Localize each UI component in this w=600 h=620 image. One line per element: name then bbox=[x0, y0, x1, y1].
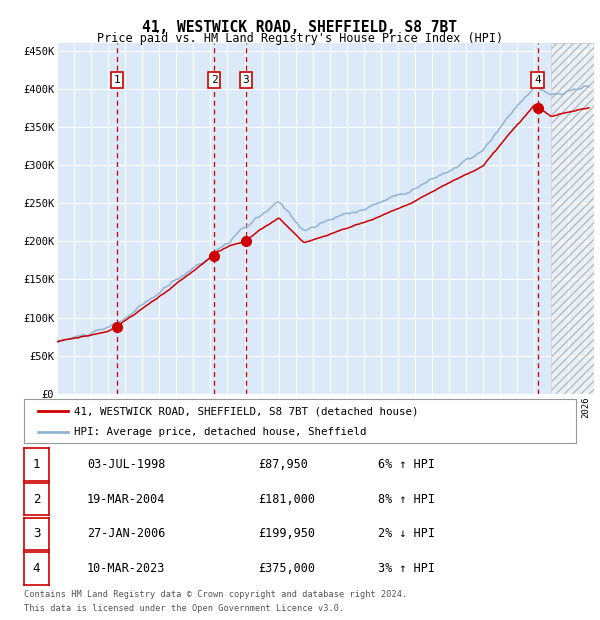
Text: £375,000: £375,000 bbox=[258, 562, 315, 575]
Text: £181,000: £181,000 bbox=[258, 493, 315, 505]
Text: Contains HM Land Registry data © Crown copyright and database right 2024.: Contains HM Land Registry data © Crown c… bbox=[24, 590, 407, 600]
Text: 4: 4 bbox=[33, 562, 40, 575]
Text: 1: 1 bbox=[33, 458, 40, 471]
Text: Price paid vs. HM Land Registry's House Price Index (HPI): Price paid vs. HM Land Registry's House … bbox=[97, 32, 503, 45]
Text: 8% ↑ HPI: 8% ↑ HPI bbox=[378, 493, 435, 505]
Text: 03-JUL-1998: 03-JUL-1998 bbox=[87, 458, 166, 471]
Text: 41, WESTWICK ROAD, SHEFFIELD, S8 7BT (detached house): 41, WESTWICK ROAD, SHEFFIELD, S8 7BT (de… bbox=[74, 406, 418, 416]
Text: 4: 4 bbox=[534, 75, 541, 85]
Text: £87,950: £87,950 bbox=[258, 458, 308, 471]
Text: 3: 3 bbox=[242, 75, 249, 85]
Text: 2: 2 bbox=[211, 75, 217, 85]
Text: 10-MAR-2023: 10-MAR-2023 bbox=[87, 562, 166, 575]
Text: 3: 3 bbox=[33, 528, 40, 540]
Text: 3% ↑ HPI: 3% ↑ HPI bbox=[378, 562, 435, 575]
Text: 27-JAN-2006: 27-JAN-2006 bbox=[87, 528, 166, 540]
Text: HPI: Average price, detached house, Sheffield: HPI: Average price, detached house, Shef… bbox=[74, 427, 366, 437]
Text: £199,950: £199,950 bbox=[258, 528, 315, 540]
Text: 19-MAR-2004: 19-MAR-2004 bbox=[87, 493, 166, 505]
Text: 1: 1 bbox=[113, 75, 120, 85]
Text: This data is licensed under the Open Government Licence v3.0.: This data is licensed under the Open Gov… bbox=[24, 604, 344, 613]
Text: 41, WESTWICK ROAD, SHEFFIELD, S8 7BT: 41, WESTWICK ROAD, SHEFFIELD, S8 7BT bbox=[143, 20, 458, 35]
Text: 2: 2 bbox=[33, 493, 40, 505]
Text: 6% ↑ HPI: 6% ↑ HPI bbox=[378, 458, 435, 471]
Text: 2% ↓ HPI: 2% ↓ HPI bbox=[378, 528, 435, 540]
